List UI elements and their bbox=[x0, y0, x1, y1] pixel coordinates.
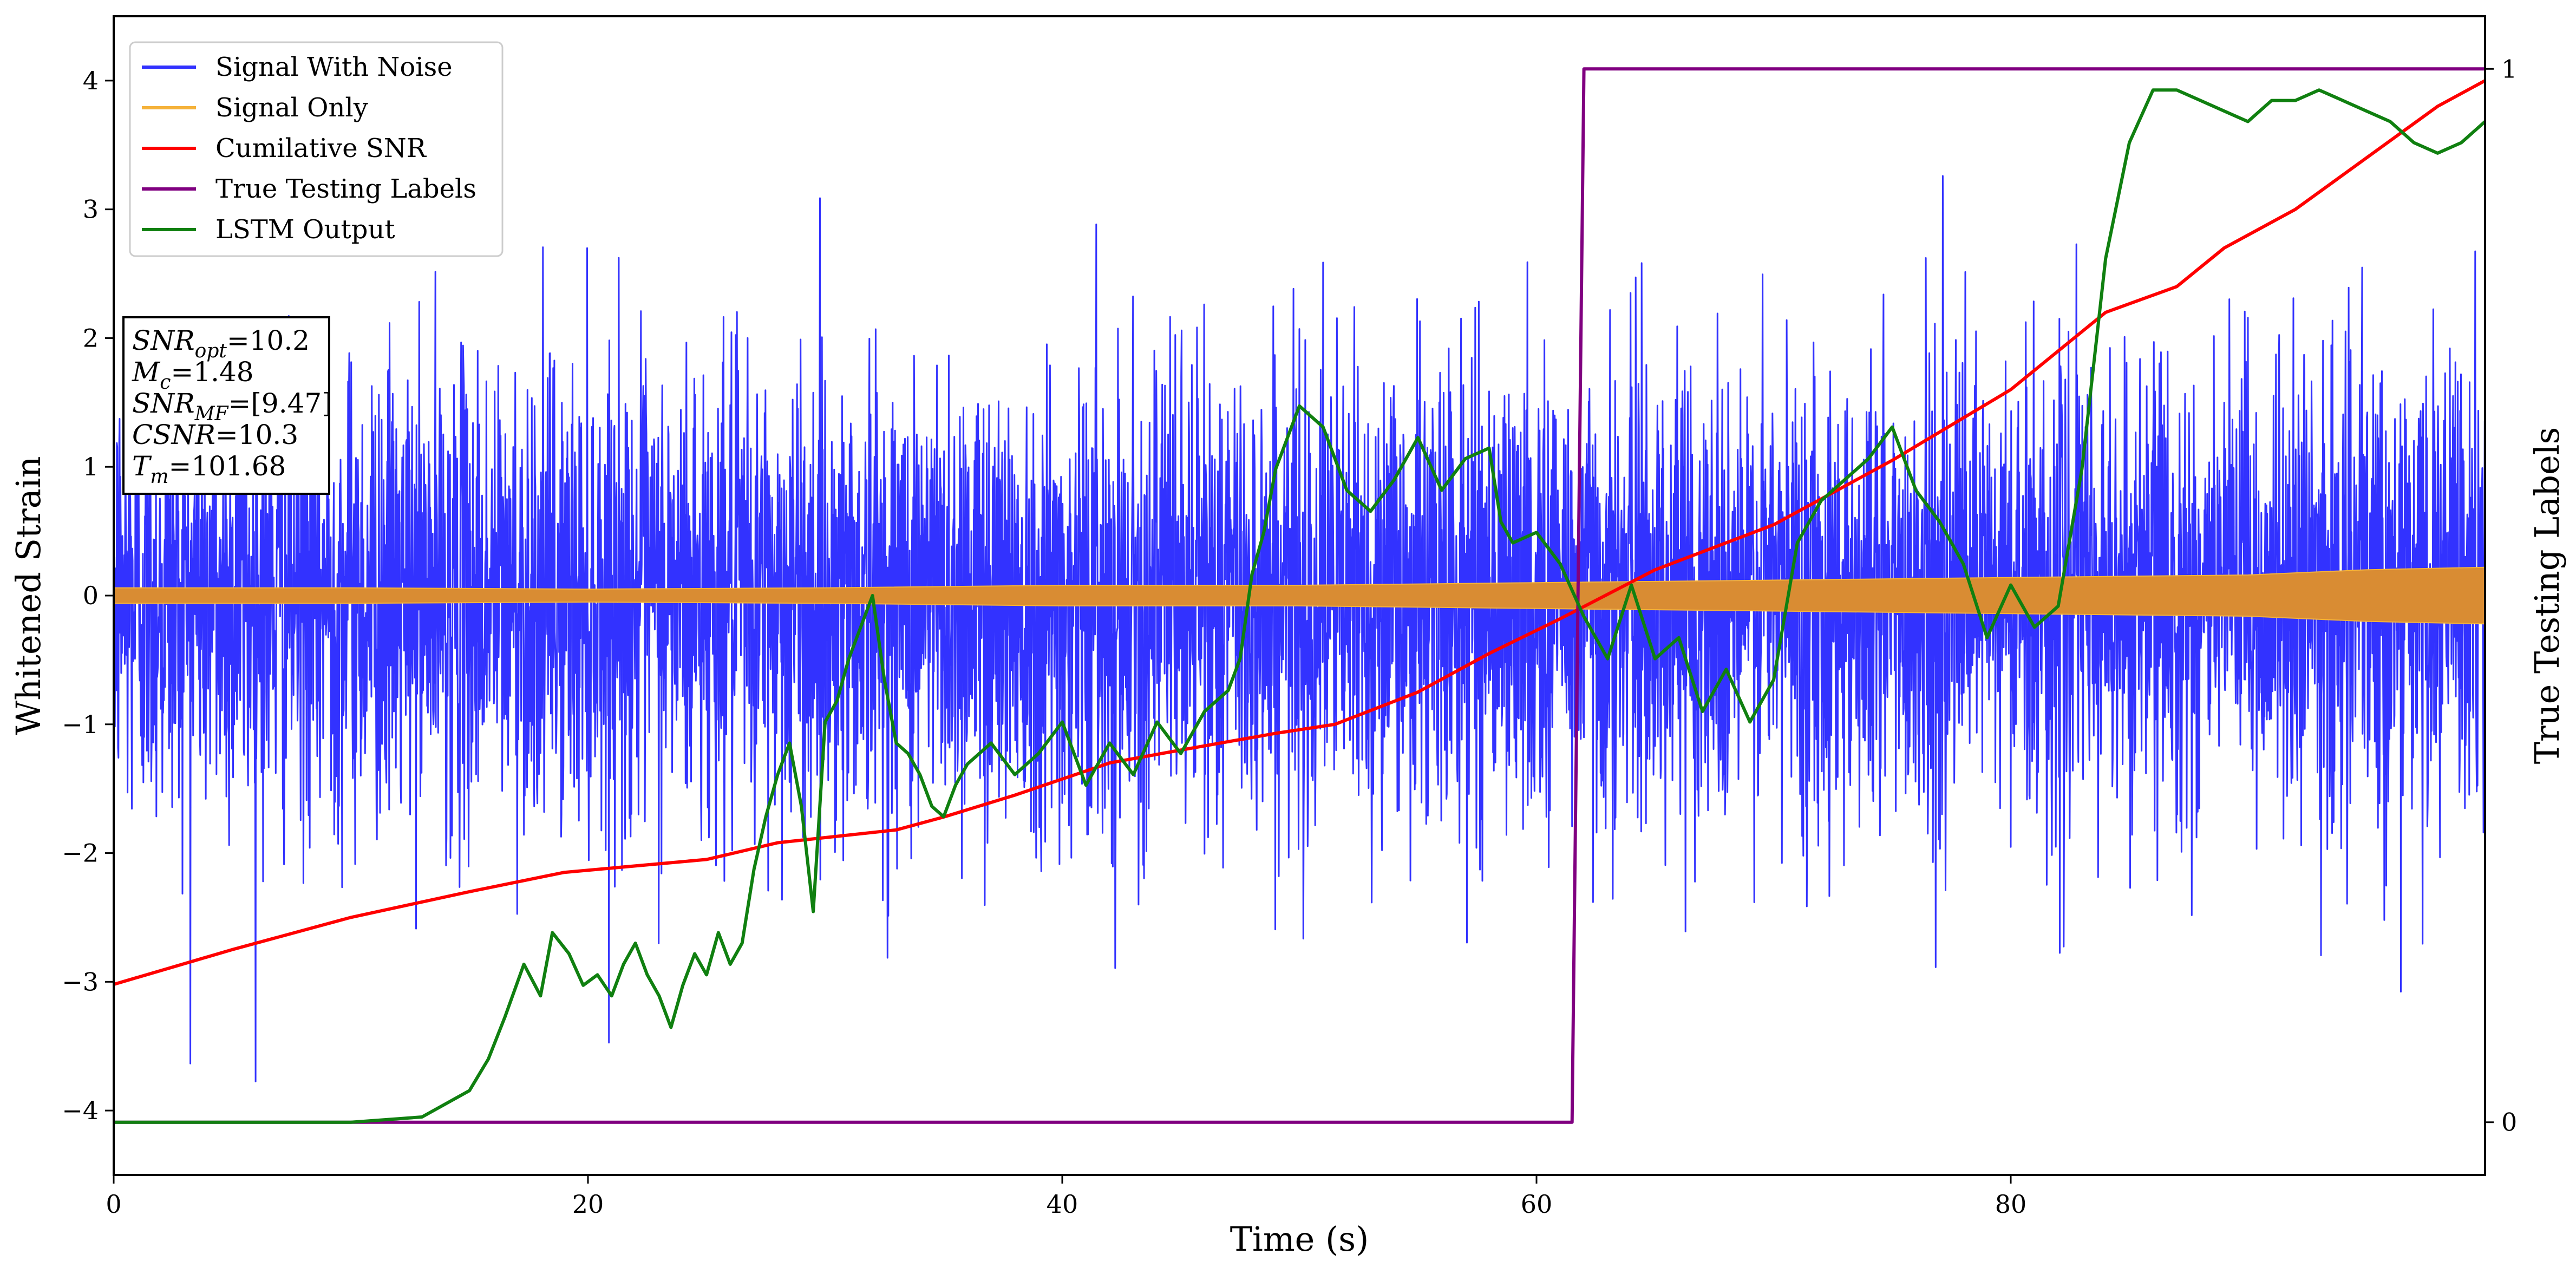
y-tick-label: −3 bbox=[62, 967, 99, 996]
annotation-box: SNRopt=10.2Mc=1.48SNRMF=[9.47]CSNR=10.3T… bbox=[122, 316, 332, 495]
y2-axis-label: True Testing Labels bbox=[2527, 427, 2567, 765]
y-tick-label: 1 bbox=[83, 452, 99, 481]
y-axis: −4 −3 −2 −1 0 1 2 3 4 bbox=[62, 66, 114, 1125]
y-tick-label: −1 bbox=[62, 710, 99, 739]
annotation-line: Mc=1.48 bbox=[132, 356, 254, 394]
y-tick-label: 4 bbox=[83, 66, 99, 95]
y2-tick-label: 0 bbox=[2501, 1108, 2517, 1137]
series-true-testing-labels bbox=[114, 67, 2485, 1124]
series-signal-only bbox=[114, 566, 2485, 625]
annotation-line: CSNR=10.3 bbox=[132, 419, 298, 450]
x-tick-label: 80 bbox=[1995, 1190, 2027, 1219]
legend-frame bbox=[129, 41, 504, 257]
legend-entry: True Testing Labels bbox=[215, 174, 476, 204]
y-tick-label: 0 bbox=[83, 581, 99, 610]
y-tick-label: −2 bbox=[62, 839, 99, 868]
x-tick-label: 40 bbox=[1047, 1190, 1078, 1219]
series-cumilative-snr bbox=[114, 79, 2485, 986]
series-layer bbox=[114, 67, 2485, 1124]
legend-entry: Cumilative SNR bbox=[215, 133, 427, 164]
legend-entry: LSTM Output bbox=[215, 214, 395, 245]
series-lstm-output bbox=[114, 88, 2485, 1124]
y2-tick-label: 1 bbox=[2501, 54, 2517, 83]
legend: Signal With Noise Signal Only Cumilative S… bbox=[129, 41, 504, 257]
y-tick-label: 2 bbox=[83, 323, 99, 352]
annotation-frame bbox=[122, 316, 330, 495]
y-axis-label: Whitened Strain bbox=[9, 456, 48, 735]
y2-axis: 01 bbox=[2485, 54, 2517, 1137]
y-tick-label: 3 bbox=[83, 195, 99, 224]
x-axis-label: Time (s) bbox=[1230, 1219, 1369, 1259]
legend-entry: Signal With Noise bbox=[215, 52, 453, 82]
x-tick-label: 60 bbox=[1521, 1190, 1553, 1219]
annotation-line: SNRMF=[9.47] bbox=[132, 388, 332, 425]
x-tick-label: 20 bbox=[572, 1190, 604, 1219]
x-tick-label: 0 bbox=[106, 1190, 121, 1219]
annotation-line: Tm=101.68 bbox=[132, 450, 286, 488]
legend-entry: Signal Only bbox=[215, 93, 368, 123]
annotation-line: SNRopt=10.2 bbox=[132, 325, 310, 362]
series-signal-with-noise bbox=[114, 175, 2485, 1082]
y-tick-label: −4 bbox=[62, 1096, 99, 1125]
x-axis: 0 20 40 60 80 bbox=[106, 1175, 2026, 1219]
